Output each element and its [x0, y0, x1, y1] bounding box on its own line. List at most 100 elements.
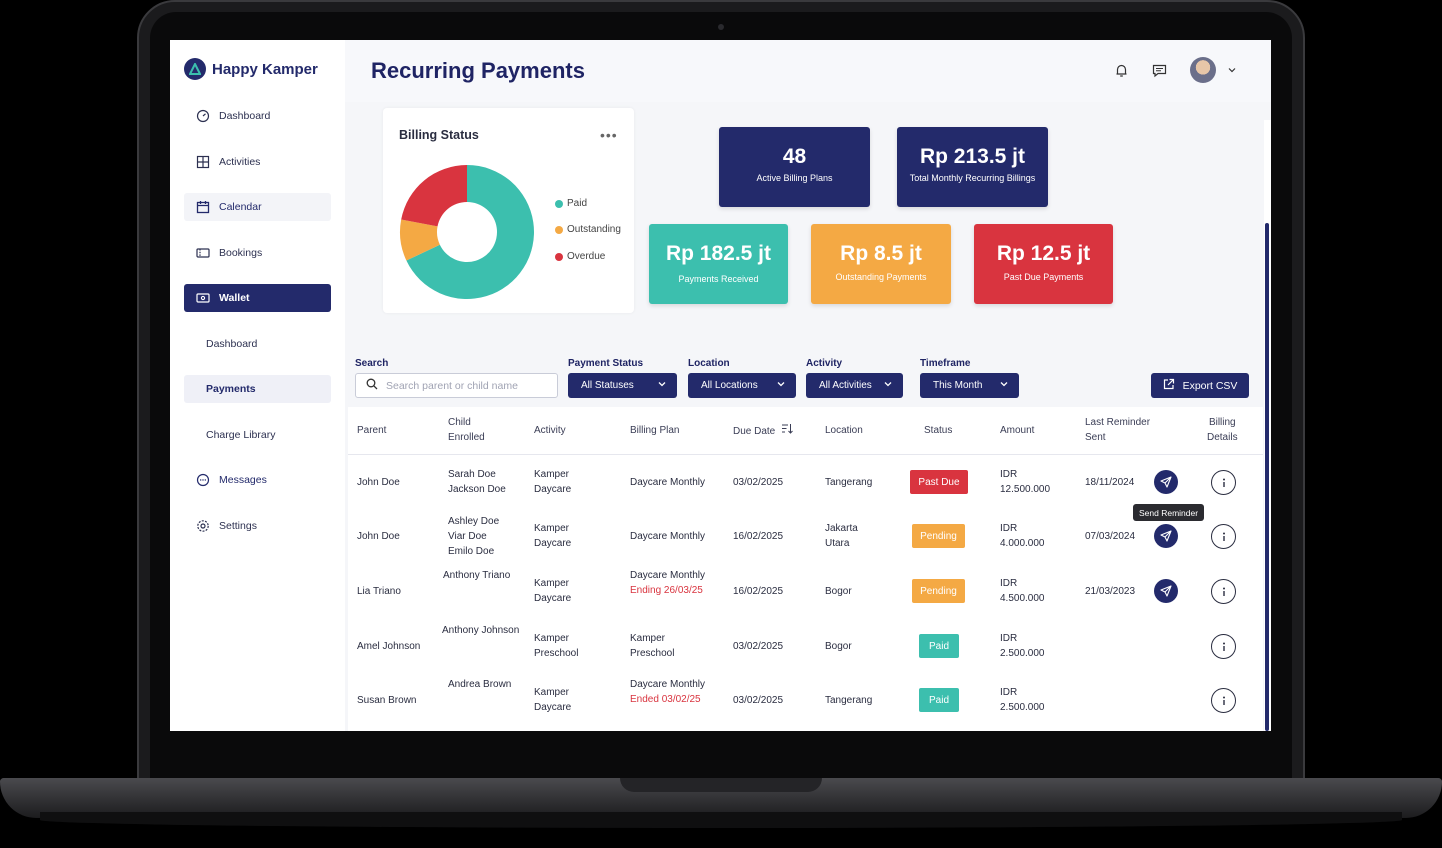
status-badge: Pending: [912, 579, 965, 603]
activities-icon: [195, 154, 211, 170]
timeframe-label: Timeframe: [920, 358, 971, 369]
cell-activity: Kamper Daycare: [534, 523, 572, 549]
sidebar-subitem-charge-library[interactable]: Charge Library: [184, 421, 331, 449]
billing-details-button[interactable]: [1211, 470, 1236, 495]
sidebar-item-label: Bookings: [219, 247, 263, 259]
table-row[interactable]: John Doe Sarah Doe Jackson Doe Kamper Da…: [348, 455, 1263, 509]
col-header-due-date[interactable]: Due Date: [733, 423, 794, 439]
billing-details-button[interactable]: [1211, 688, 1236, 713]
table-row[interactable]: Amel Johnson Anthony Johnson Kamper Pres…: [348, 618, 1263, 672]
sidebar-item-bookings[interactable]: Bookings: [184, 239, 331, 267]
timeframe-dropdown[interactable]: This Month: [920, 373, 1019, 398]
info-icon: [1222, 532, 1225, 541]
cell-parent: Amel Johnson: [357, 641, 421, 652]
cell-child: Anthony Johnson: [442, 625, 520, 636]
cell-child: Anthony Triano: [443, 570, 511, 581]
sidebar-item-label: Wallet: [219, 292, 250, 304]
sort-icon[interactable]: [781, 423, 794, 439]
chat-bubble-icon: [195, 472, 211, 488]
chevron-down-icon: [776, 379, 786, 392]
sidebar-item-activities[interactable]: Activities: [184, 148, 331, 176]
search-input[interactable]: [386, 379, 546, 392]
sidebar-item-calendar[interactable]: Calendar: [184, 193, 331, 221]
cell-activity: Kamper Daycare: [534, 687, 572, 713]
cell-billing-plan: Daycare Monthly: [630, 477, 706, 488]
stat-payments-received: Rp 182.5 jt Payments Received: [649, 224, 788, 304]
sidebar-item-settings[interactable]: Settings: [184, 512, 331, 540]
stat-total-monthly-billings: Rp 213.5 jt Total Monthly Recurring Bill…: [897, 127, 1048, 207]
cell-due-date: 03/02/2025: [733, 695, 784, 706]
send-reminder-button[interactable]: [1154, 579, 1178, 603]
send-reminder-button[interactable]: [1154, 524, 1178, 548]
donut-slice-outstanding: [400, 219, 440, 261]
stat-value: Rp 8.5 jt: [840, 242, 922, 265]
sidebar-item-label: Activities: [219, 156, 261, 168]
chevron-down-icon[interactable]: [1222, 60, 1242, 80]
export-csv-button[interactable]: Export CSV: [1151, 373, 1249, 398]
table-row[interactable]: Susan Brown Andrea Brown Kamper Daycare …: [348, 673, 1263, 727]
status-badge: Pending: [912, 524, 965, 548]
billing-status-card: Billing Status ••• Paid Outstanding Over…: [383, 108, 634, 313]
billing-details-button[interactable]: [1211, 524, 1236, 549]
search-icon: [366, 377, 378, 395]
table-row[interactable]: John Doe Ashley Doe Viar Doe Emilo Doe K…: [348, 509, 1263, 563]
col-header-parent: Parent: [357, 425, 387, 436]
stat-label: Active Billing Plans: [756, 173, 833, 183]
sidebar-item-dashboard[interactable]: Dashboard: [184, 102, 331, 130]
laptop-notch: [620, 778, 822, 792]
bell-icon[interactable]: [1111, 60, 1131, 80]
payment-status-dropdown[interactable]: All Statuses: [568, 373, 677, 398]
search-label: Search: [355, 358, 389, 369]
dropdown-value: This Month: [933, 380, 983, 391]
sidebar-item-label: Settings: [219, 520, 257, 532]
location-label: Location: [688, 358, 730, 369]
stat-past-due-payments: Rp 12.5 jt Past Due Payments: [974, 224, 1113, 304]
ticket-icon: [195, 245, 211, 261]
sidebar-item-wallet[interactable]: Wallet: [184, 284, 331, 312]
billing-details-button[interactable]: [1211, 634, 1236, 659]
page-title: Recurring Payments: [371, 58, 585, 83]
cell-billing-plan: Daycare Monthly: [630, 679, 706, 690]
laptop-shadow: [40, 812, 1402, 828]
col-header-billing-details: Billing Details: [1207, 417, 1238, 443]
col-header-label: Due Date: [733, 425, 776, 437]
billing-details-button[interactable]: [1211, 579, 1236, 604]
message-icon[interactable]: [1149, 60, 1169, 80]
cell-location: Tangerang: [825, 477, 873, 488]
cell-plan-note: Ended 03/02/25: [630, 694, 701, 705]
brand[interactable]: Happy Kamper: [184, 58, 318, 80]
more-options-icon[interactable]: •••: [600, 127, 618, 143]
cell-activity: Kamper Preschool: [534, 633, 579, 659]
cell-plan-note: Ending 26/03/25: [630, 585, 703, 596]
dropdown-value: All Statuses: [581, 380, 634, 391]
donut-slice-paid: [406, 165, 534, 299]
gauge-icon: [195, 108, 211, 124]
cell-amount: IDR 2.500.000: [1000, 687, 1045, 713]
sidebar-subitem-dashboard[interactable]: Dashboard: [184, 330, 331, 358]
brand-name: Happy Kamper: [212, 60, 318, 78]
header: Recurring Payments: [345, 40, 1271, 102]
cell-last-reminder: 21/03/2023: [1085, 586, 1136, 597]
wallet-icon: [195, 290, 211, 306]
location-dropdown[interactable]: All Locations: [688, 373, 796, 398]
stat-value: Rp 213.5 jt: [919, 145, 1026, 168]
cell-child: Sarah Doe Jackson Doe: [448, 469, 506, 495]
search-field[interactable]: [355, 373, 558, 398]
stat-value: Rp 12.5 jt: [996, 242, 1091, 265]
scrollbar-thumb[interactable]: [1265, 223, 1269, 731]
cell-amount: IDR 2.500.000: [1000, 633, 1045, 659]
cell-last-reminder: 18/11/2024: [1085, 477, 1135, 488]
stat-outstanding-payments: Rp 8.5 jt Outstanding Payments: [811, 224, 951, 304]
send-reminder-tooltip: Send Reminder: [1133, 504, 1205, 521]
sidebar-item-messages[interactable]: Messages: [184, 466, 331, 494]
table-row[interactable]: Lia Triano Anthony Triano Kamper Daycare…: [348, 564, 1263, 618]
avatar[interactable]: [1190, 57, 1216, 83]
sidebar-subitem-payments[interactable]: Payments: [184, 375, 331, 403]
chevron-down-icon: [883, 379, 893, 392]
cell-due-date: 16/02/2025: [733, 586, 784, 597]
send-reminder-button[interactable]: [1154, 470, 1178, 494]
legend-label: Paid: [567, 198, 588, 209]
sidebar: Happy Kamper Dashboard Activities Calend…: [170, 40, 345, 731]
cell-last-reminder: 07/03/2024: [1085, 531, 1136, 542]
activity-dropdown[interactable]: All Activities: [806, 373, 903, 398]
